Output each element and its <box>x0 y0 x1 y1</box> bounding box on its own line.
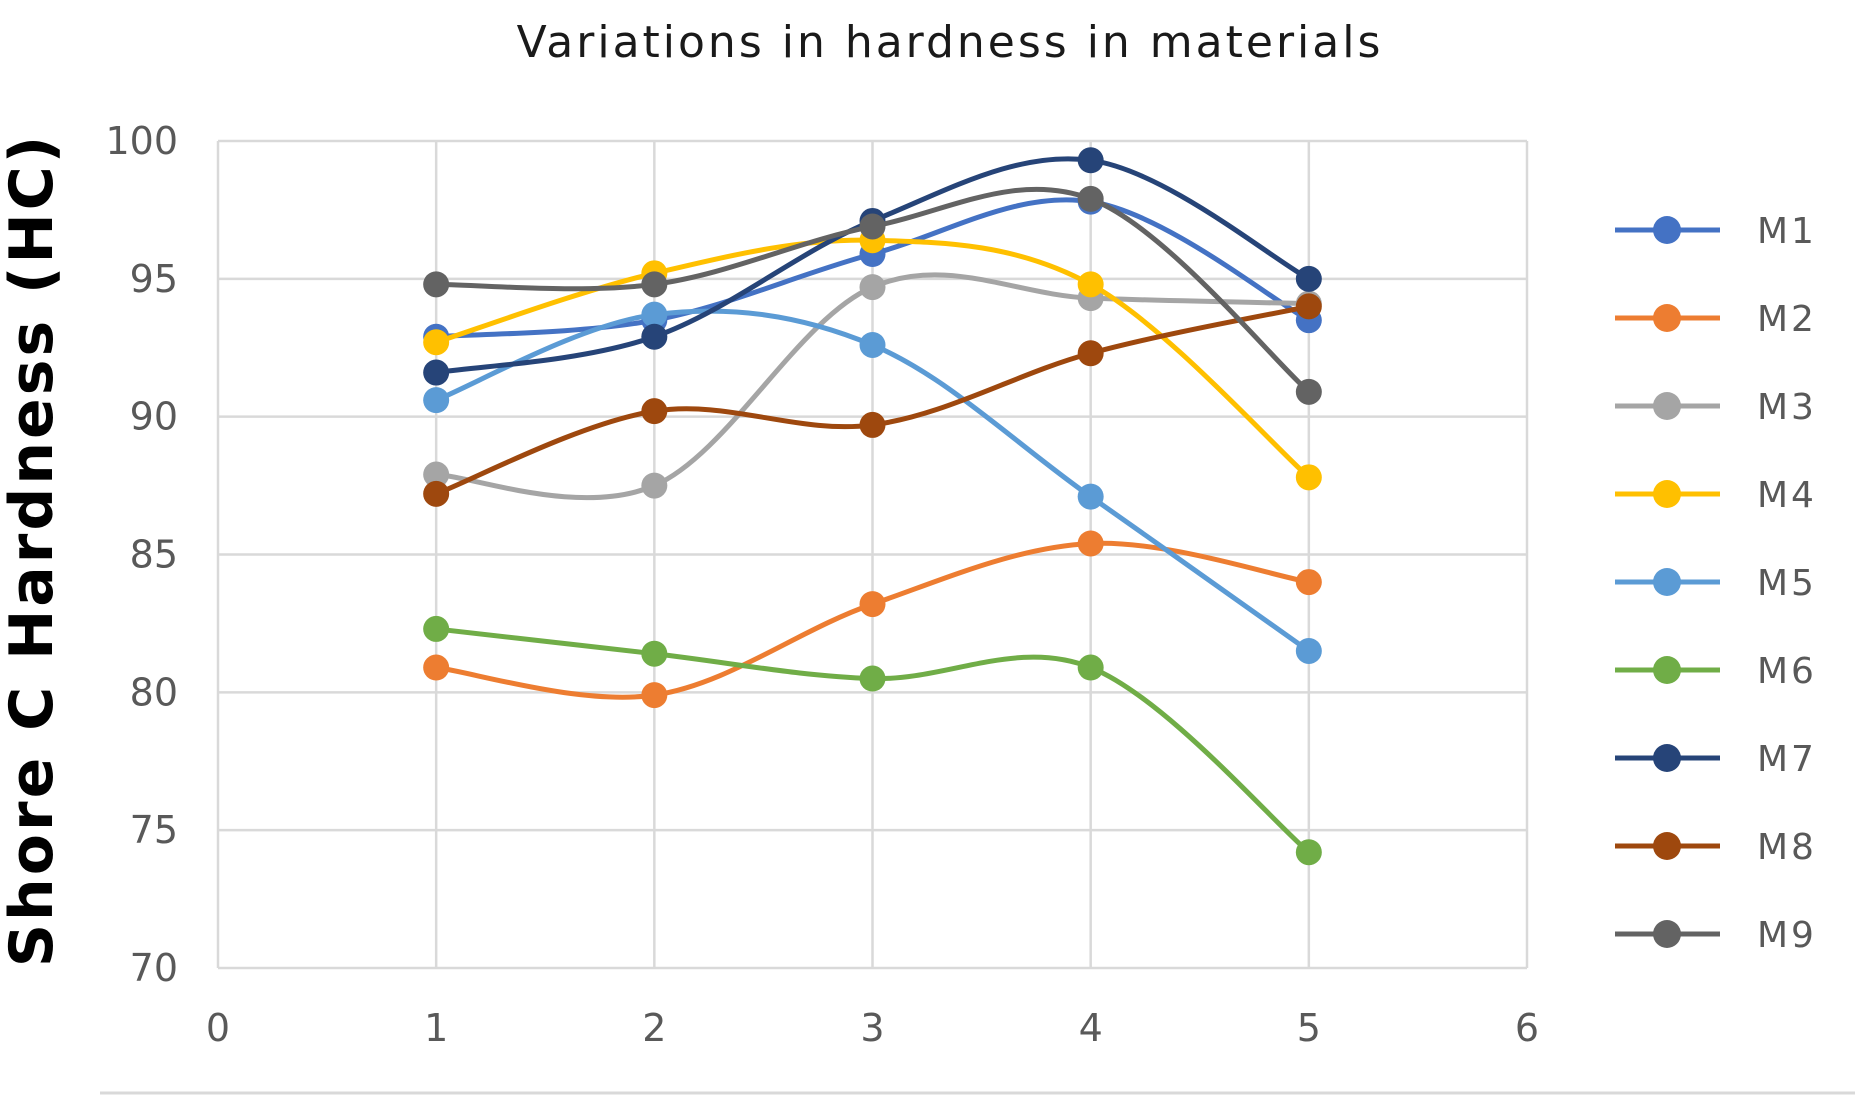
data-point-m6-1 <box>423 615 450 642</box>
y-tick-label-5: 95 <box>130 257 178 301</box>
data-point-m5-5 <box>1295 637 1322 664</box>
data-point-m2-4 <box>1077 530 1104 557</box>
legend-marker-m2 <box>1653 304 1681 332</box>
data-point-m3-2 <box>641 472 668 499</box>
legend-item-m7: M7 <box>1615 739 1817 780</box>
data-point-m9-3 <box>859 213 886 240</box>
data-point-m8-3 <box>859 411 886 438</box>
legend-marker-m5 <box>1653 568 1681 596</box>
data-point-m4-4 <box>1077 271 1104 298</box>
x-tick-label-5: 5 <box>1297 1006 1321 1050</box>
legend-label-m6: M6 <box>1757 651 1817 692</box>
data-point-m8-4 <box>1077 340 1104 367</box>
chart-title: Variations in hardness in materials <box>517 17 1384 68</box>
legend-label-m2: M2 <box>1757 299 1817 340</box>
series-m8 <box>423 293 1322 507</box>
legend-item-m8: M8 <box>1615 827 1817 868</box>
legend-item-m1: M1 <box>1615 211 1817 252</box>
legend-label-m1: M1 <box>1757 211 1817 252</box>
y-tick-label-6: 100 <box>105 119 178 163</box>
y-tick-label-2: 80 <box>130 670 178 714</box>
x-tick-label-2: 2 <box>642 1006 666 1050</box>
series-line-m6 <box>433 626 1312 855</box>
data-point-m7-5 <box>1295 265 1322 292</box>
series-m5 <box>423 301 1322 664</box>
x-tick-label-4: 4 <box>1079 1006 1103 1050</box>
x-tick-label-6: 6 <box>1515 1006 1539 1050</box>
data-point-m8-1 <box>423 480 450 507</box>
data-point-m8-5 <box>1295 293 1322 320</box>
legend-label-m8: M8 <box>1757 827 1817 868</box>
y-tick-label-0: 70 <box>130 946 178 990</box>
y-tick-label-1: 75 <box>130 808 178 852</box>
series-m9 <box>423 185 1322 405</box>
data-point-m4-1 <box>423 329 450 356</box>
data-point-m7-2 <box>641 323 668 350</box>
legend-marker-m6 <box>1653 656 1681 684</box>
legend-marker-m9 <box>1653 920 1681 948</box>
data-point-m7-1 <box>423 359 450 386</box>
data-point-m6-2 <box>641 640 668 667</box>
y-tick-label-4: 90 <box>130 395 178 439</box>
data-point-m9-4 <box>1077 185 1104 212</box>
data-point-m5-3 <box>859 331 886 358</box>
x-tick-label-0: 0 <box>206 1006 230 1050</box>
data-point-m6-3 <box>859 665 886 692</box>
legend-label-m7: M7 <box>1757 739 1817 780</box>
legend-label-m3: M3 <box>1757 387 1817 428</box>
data-point-m4-5 <box>1295 464 1322 491</box>
data-point-m2-1 <box>423 654 450 681</box>
legend-label-m5: M5 <box>1757 563 1817 604</box>
legend-item-m9: M9 <box>1615 915 1817 956</box>
legend-item-m3: M3 <box>1615 387 1817 428</box>
x-tick-label-3: 3 <box>860 1006 884 1050</box>
legend-item-m2: M2 <box>1615 299 1817 340</box>
data-point-m9-1 <box>423 271 450 298</box>
data-point-m5-4 <box>1077 483 1104 510</box>
y-tick-label-3: 85 <box>130 533 178 577</box>
legend-marker-m4 <box>1653 480 1681 508</box>
data-point-m9-2 <box>641 271 668 298</box>
data-point-m8-2 <box>641 398 668 425</box>
data-point-m3-3 <box>859 274 886 301</box>
legend-label-m4: M4 <box>1757 475 1817 516</box>
data-point-m7-4 <box>1077 147 1104 174</box>
data-point-m2-3 <box>859 591 886 618</box>
data-point-m2-5 <box>1295 569 1322 596</box>
legend-item-m5: M5 <box>1615 563 1817 604</box>
axis-ticks: 70 75 80 85 90 95 100 0 1 2 3 4 5 6 <box>105 119 1539 1050</box>
legend: M1 M2 M3 M4 M5 M6 M7 M8 M9 <box>1615 211 1817 956</box>
legend-marker-m1 <box>1653 216 1681 244</box>
data-point-m6-5 <box>1295 839 1322 866</box>
y-axis-label: Shore C Hardness (HC) <box>0 133 67 967</box>
series-lines <box>423 147 1322 866</box>
data-point-m9-5 <box>1295 378 1322 405</box>
data-point-m6-4 <box>1077 654 1104 681</box>
data-point-m2-2 <box>641 682 668 709</box>
legend-marker-m8 <box>1653 832 1681 860</box>
x-tick-label-1: 1 <box>424 1006 448 1050</box>
legend-label-m9: M9 <box>1757 915 1817 956</box>
legend-item-m6: M6 <box>1615 651 1817 692</box>
legend-item-m4: M4 <box>1615 475 1817 516</box>
legend-marker-m3 <box>1653 392 1681 420</box>
data-point-m3-1 <box>423 461 450 488</box>
data-point-m5-2 <box>641 301 668 328</box>
data-point-m5-1 <box>423 387 450 414</box>
legend-marker-m7 <box>1653 744 1681 772</box>
series-m6 <box>423 615 1322 866</box>
